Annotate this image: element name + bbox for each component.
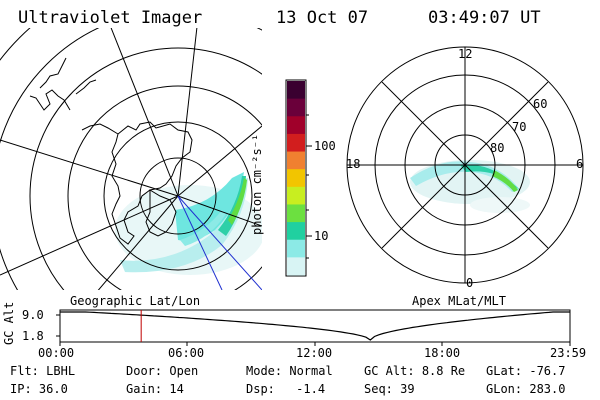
info-door: Door: Open: [126, 364, 199, 378]
info-ip: IP: 36.0: [10, 382, 68, 396]
timeline-ytick-bottom: 1.8: [22, 329, 44, 343]
colorbar: [285, 79, 312, 277]
colorbar-swatch: [287, 116, 305, 135]
timeline-xtick-4: 23:59: [550, 346, 587, 360]
colorbar-tick-10: 10: [314, 229, 329, 243]
timeline-xtick-3: 18:00: [424, 346, 461, 360]
colorbar-swatch: [287, 133, 305, 153]
info-dsp: Dsp: -1.4: [246, 382, 326, 396]
colorbar-tick-100: 100: [314, 139, 336, 153]
mlt-label-18: 18: [346, 157, 361, 171]
timeline-xtick-2: 12:00: [296, 346, 333, 360]
colorbar-swatch: [287, 204, 305, 223]
colorbar-swatch: [287, 98, 305, 117]
magnetic-meridian-2: [177, 195, 223, 290]
colorbar-swatch: [287, 151, 305, 170]
timeline-plot: [56, 309, 571, 346]
info-flt: Flt: LBHL: [10, 364, 76, 378]
date-label: 13 Oct 07: [276, 8, 369, 28]
colorbar-swatch: [287, 186, 305, 206]
colorbar-unit-label: photon cm⁻²s⁻¹: [250, 133, 264, 235]
instrument-title: Ultraviolet Imager: [18, 8, 203, 28]
timeline-ytick-top: 9.0: [22, 308, 44, 322]
info-seq: Seq: 39: [364, 382, 415, 396]
mlt-label-6: 6: [576, 157, 584, 171]
colorbar-swatch: [287, 239, 305, 258]
geographic-map: [0, 28, 262, 290]
magnetic-polar-plot: [346, 46, 584, 284]
latitude-circles: [0, 28, 262, 290]
colorbar-swatch: [287, 222, 305, 241]
info-glon: GLon: 283.0: [486, 382, 566, 396]
mlt-label-12: 12: [458, 47, 473, 61]
mlat-label-80: 80: [490, 141, 505, 155]
aurora-oval-left: [115, 172, 262, 275]
info-gain: Gain: 14: [126, 382, 184, 396]
colorbar-swatch: [287, 169, 305, 188]
timeline-xtick-1: 06:00: [168, 346, 205, 360]
magnetic-meridian: [177, 195, 262, 290]
time-label: 03:49:07 UT: [428, 8, 541, 28]
mlt-label-0: 0: [466, 276, 474, 290]
timeline-ylabel: GC Alt: [2, 301, 16, 345]
meridians: [0, 28, 262, 290]
colorbar-swatch: [287, 81, 305, 100]
geographic-caption: Geographic Lat/Lon: [70, 294, 201, 308]
apex-caption: Apex MLat/MLT: [412, 294, 506, 308]
info-glat: GLat: -76.7: [486, 364, 566, 378]
mlat-label-60: 60: [533, 97, 548, 111]
info-mode: Mode: Normal: [246, 364, 333, 378]
info-gc-alt: GC Alt: 8.8 Re: [364, 364, 466, 378]
colorbar-swatch: [287, 257, 305, 276]
timeline-xtick-0: 00:00: [38, 346, 75, 360]
mlat-label-70: 70: [512, 120, 527, 134]
